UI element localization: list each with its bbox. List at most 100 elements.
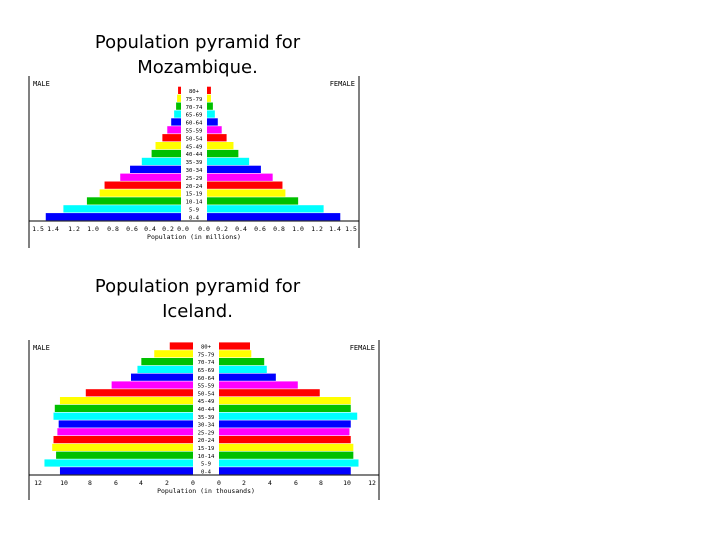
female-bar-25-29: [219, 428, 350, 436]
male-label: MALE: [33, 80, 50, 88]
tick-label: 1.4: [47, 225, 59, 233]
age-label-75-79: 75-79: [198, 352, 215, 358]
male-bar-5-9: [63, 205, 181, 213]
female-bar-50-54: [219, 389, 320, 397]
age-label-55-59: 55-59: [186, 129, 203, 135]
female-bar-45-49: [207, 142, 234, 150]
male-bar-80+: [178, 86, 181, 94]
age-label-15-19: 15-19: [186, 192, 203, 198]
female-bar-20-24: [207, 181, 283, 189]
age-label-0-4: 0-4: [189, 215, 200, 221]
tick-label: 0.2: [216, 225, 228, 233]
age-label-50-54: 50-54: [198, 391, 215, 397]
tick-label: 0: [217, 479, 221, 487]
male-bar-25-29: [57, 428, 193, 436]
tick-label: 1.0: [87, 225, 99, 233]
pyramid-chart-mozambique: MALE FEMALE 0-4 5-9 10-14 15-19 20-24 25-29 30-3…: [0, 70, 370, 250]
female-bar-30-34: [219, 420, 351, 428]
tick-label: 0.2: [162, 225, 174, 233]
age-label-80+: 80+: [189, 89, 200, 95]
age-label-35-39: 35-39: [186, 160, 203, 166]
female-bar-15-19: [207, 189, 286, 197]
tick-label: 0.4: [235, 225, 247, 233]
male-bar-30-34: [130, 165, 181, 173]
female-bar-45-49: [219, 397, 351, 405]
male-bar-40-44: [54, 404, 193, 412]
female-bar-70-74: [219, 358, 265, 366]
age-label-15-19: 15-19: [198, 446, 215, 452]
age-label-40-44: 40-44: [198, 407, 215, 413]
tick-label: 4: [139, 479, 143, 487]
male-bar-55-59: [111, 381, 193, 389]
tick-label: 8: [319, 479, 323, 487]
female-bar-50-54: [207, 134, 227, 142]
male-bar-30-34: [58, 420, 193, 428]
age-label-60-64: 60-64: [186, 121, 203, 127]
chart-title-mozambique: Population pyramid for Mozambique.: [94, 32, 301, 78]
age-label-10-14: 10-14: [186, 200, 203, 206]
age-label-20-24: 20-24: [198, 438, 215, 444]
age-label-70-74: 70-74: [198, 360, 215, 366]
female-bar-5-9: [219, 459, 359, 467]
pyramid-svg-mozambique: MALE FEMALE 0-45-9 10-14 15-19 20-24 25-29 30-3…: [28, 76, 360, 248]
male-bar-35-39: [141, 157, 181, 166]
male-bar-25-29: [120, 173, 181, 181]
age-label-30-34: 30-34: [186, 168, 203, 174]
age-label-10-14: 10-14: [198, 454, 215, 460]
female-bar-35-39: [207, 157, 250, 166]
male-bar-20-24: [53, 436, 193, 444]
tick-label: 0.0: [198, 225, 210, 233]
chart-title-iceland: Population pyramid for Iceland.: [94, 276, 301, 322]
tick-label: 0.6: [254, 225, 266, 233]
x-axis-label: Population (in millions): [147, 233, 241, 241]
age-label-0-4: 0-4: [201, 469, 212, 475]
male-bar-20-24: [104, 181, 181, 189]
female-bar-75-79: [219, 350, 252, 358]
tick-label: 12: [368, 479, 376, 487]
male-bar-45-49: [59, 397, 194, 405]
male-bar-50-54: [162, 134, 181, 142]
male-bar-80+: [169, 342, 193, 350]
female-bar-15-19: [219, 443, 354, 451]
male-bar-45-49: [155, 142, 181, 150]
tick-label: 0.8: [107, 225, 119, 233]
tick-label: 4: [268, 479, 272, 487]
male-bar-60-64: [131, 373, 193, 381]
female-bar-35-39: [219, 412, 358, 420]
female-bar-75-79: [207, 94, 211, 102]
tick-label: 0.0: [177, 225, 189, 233]
x-axis-label: Population (in thousands): [157, 487, 255, 495]
female-bar-25-29: [207, 173, 273, 181]
tick-label: 6: [294, 479, 298, 487]
female-bar-70-74: [207, 102, 213, 110]
male-bar-10-14: [56, 451, 194, 459]
tick-label: 1.0: [292, 225, 304, 233]
age-label-45-49: 45-49: [186, 144, 203, 150]
tick-label: 10: [343, 479, 351, 487]
tick-label: 2: [165, 479, 169, 487]
tick-label: 0.6: [126, 225, 138, 233]
male-bar-65-69: [137, 365, 193, 373]
age-label-80+: 80+: [201, 345, 212, 351]
age-label-25-29: 25-29: [198, 430, 215, 436]
female-bar-5-9: [207, 205, 324, 213]
age-label-25-29: 25-29: [186, 176, 203, 182]
pyramid-chart-iceland: MALE FEMALE 0-4 5-9 10-14 15-19 20-24 25-29 30-3…: [0, 336, 390, 502]
female-bar-30-34: [207, 165, 261, 173]
female-bar-80+: [219, 342, 250, 350]
tick-label: 1.2: [311, 225, 323, 233]
male-bar-70-74: [176, 102, 181, 110]
male-bar-50-54: [85, 389, 193, 397]
female-bar-40-44: [207, 149, 239, 158]
male-bar-70-74: [141, 358, 193, 366]
male-label: MALE: [33, 344, 50, 352]
female-bar-55-59: [207, 126, 222, 134]
pyramid-svg-iceland: MALE FEMALE 0-45-9 10-14 15-19 20-24 25-2930-3…: [28, 340, 380, 500]
female-bar-65-69: [219, 365, 267, 373]
age-label-50-54: 50-54: [186, 136, 203, 142]
female-bar-55-59: [219, 381, 298, 389]
tick-label: 0.8: [273, 225, 285, 233]
male-bar-15-19: [99, 189, 181, 197]
age-label-30-34: 30-34: [198, 423, 215, 429]
age-label-65-69: 65-69: [186, 113, 203, 119]
